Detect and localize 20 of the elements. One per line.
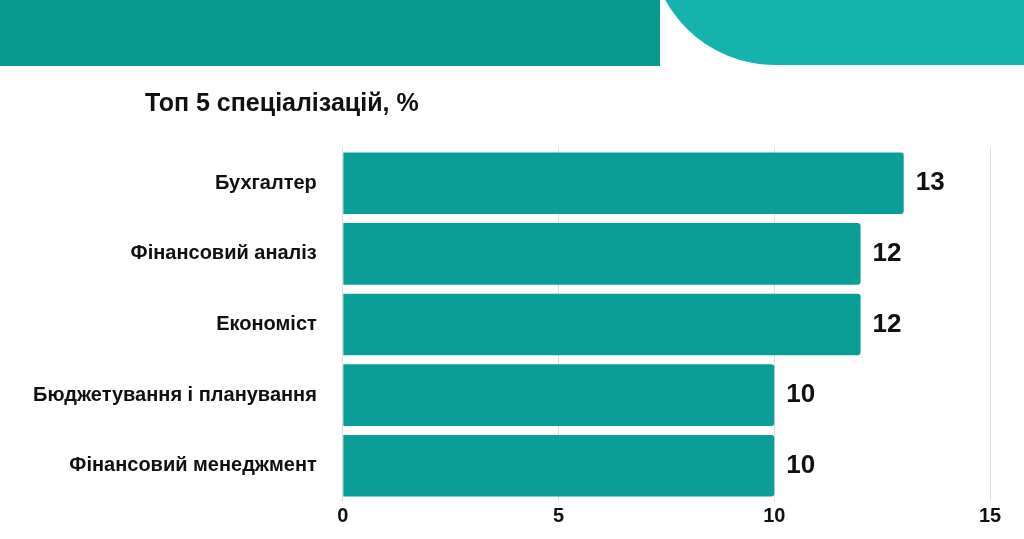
bar <box>343 293 861 356</box>
x-tick-label: 10 <box>763 503 786 526</box>
bar <box>343 223 861 285</box>
data-label: 12 <box>872 307 902 338</box>
bar <box>343 152 904 215</box>
x-tick-label: 15 <box>978 503 1002 526</box>
x-tick-label: 0 <box>337 503 349 526</box>
data-label: 10 <box>786 448 816 479</box>
y-tick-label: Фінансовий менеджмент <box>69 453 318 476</box>
bar <box>343 434 775 497</box>
y-tick-label: Економіст <box>216 312 318 335</box>
y-tick-label: Бюджетування і планування <box>33 382 317 405</box>
bar <box>343 364 775 426</box>
data-label: 13 <box>915 166 945 197</box>
y-tick-label: Бухгалтер <box>214 170 317 193</box>
x-tick-label: 5 <box>552 503 565 526</box>
data-label: 12 <box>872 237 902 268</box>
y-tick-label: Фінансовий аналіз <box>130 241 317 264</box>
data-label: 10 <box>786 378 816 409</box>
chart-title: Топ 5 спеціалізацій, % <box>145 88 419 117</box>
